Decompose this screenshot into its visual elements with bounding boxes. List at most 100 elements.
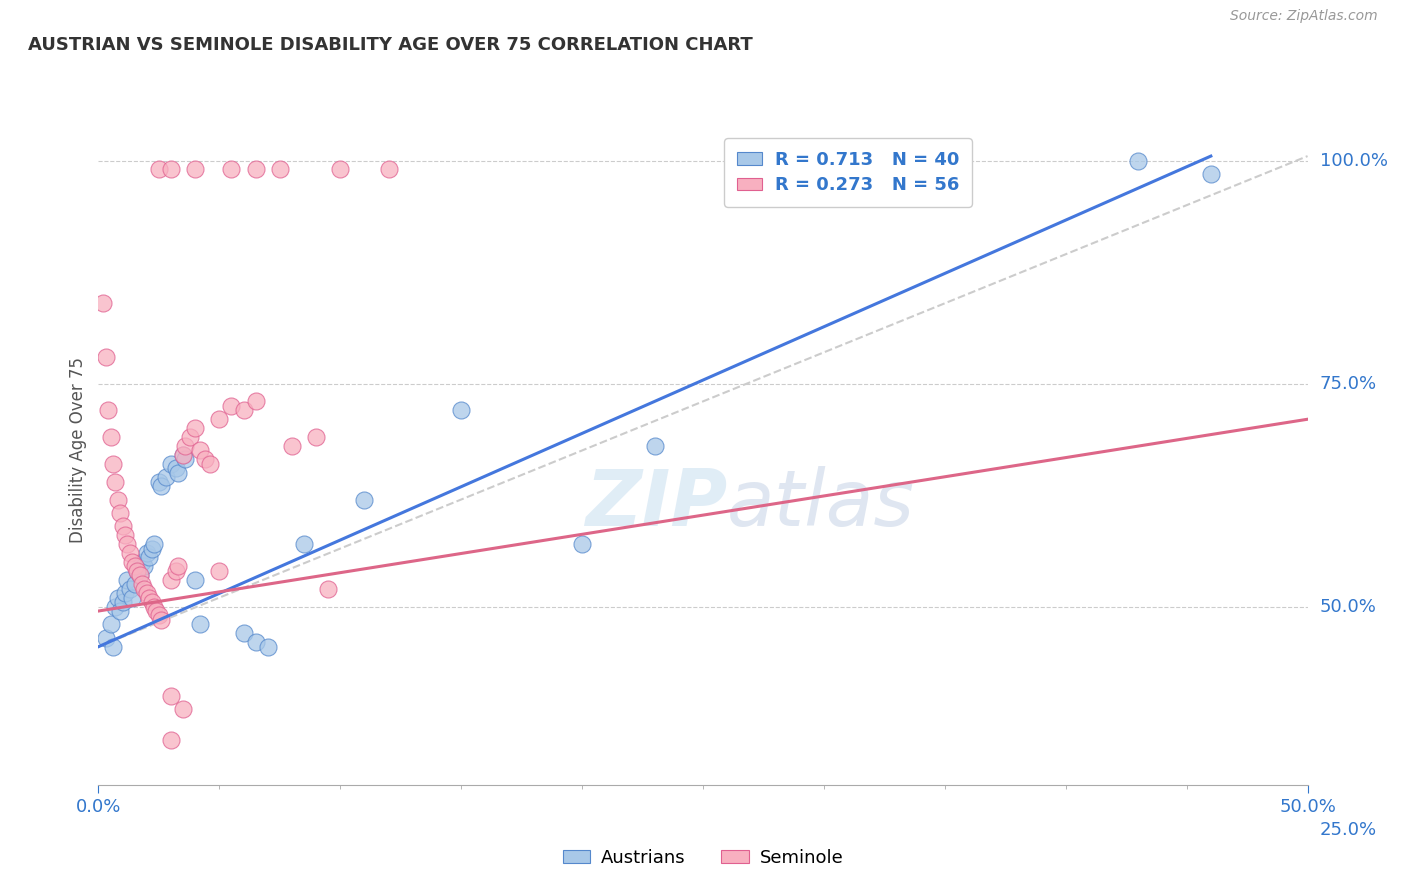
Legend: R = 0.713   N = 40, R = 0.273   N = 56: R = 0.713 N = 40, R = 0.273 N = 56 [724, 138, 972, 207]
Point [131, 555, 153, 569]
Point [281, 439, 304, 453]
Point [134, 582, 156, 596]
Point [100, 430, 122, 444]
Point [160, 689, 183, 703]
Text: AUSTRIAN VS SEMINOLE DISABILITY AGE OVER 75 CORRELATION CHART: AUSTRIAN VS SEMINOLE DISABILITY AGE OVER… [28, 36, 752, 54]
Text: Source: ZipAtlas.com: Source: ZipAtlas.com [1230, 9, 1378, 23]
Point [232, 626, 254, 640]
Text: 75.0%: 75.0% [1320, 375, 1376, 392]
Point [117, 573, 139, 587]
Point [160, 733, 183, 747]
Point [188, 443, 211, 458]
Point [135, 586, 157, 600]
Point [104, 599, 127, 614]
Point [184, 573, 207, 587]
Point [100, 617, 122, 632]
Point [165, 564, 187, 578]
Point [305, 430, 328, 444]
Point [135, 546, 157, 560]
Point [127, 564, 149, 578]
Text: 50.0%: 50.0% [1320, 598, 1376, 615]
Point [150, 613, 173, 627]
Point [143, 599, 166, 614]
Point [111, 595, 134, 609]
Text: 100.0%: 100.0% [1320, 152, 1388, 169]
Point [107, 591, 129, 605]
Text: 25.0%: 25.0% [1320, 821, 1376, 838]
Text: atlas: atlas [727, 466, 915, 542]
Point [124, 577, 146, 591]
Point [127, 564, 149, 578]
Point [160, 162, 183, 177]
Point [188, 617, 211, 632]
Point [198, 457, 221, 471]
Point [292, 537, 315, 551]
Point [245, 635, 267, 649]
Point [172, 448, 194, 462]
Point [108, 506, 131, 520]
Point [172, 448, 194, 462]
Point [148, 162, 170, 177]
Point [124, 559, 146, 574]
Point [148, 608, 170, 623]
Point [150, 479, 173, 493]
Point [571, 537, 593, 551]
Point [245, 394, 267, 409]
Point [111, 519, 134, 533]
Point [141, 541, 163, 556]
Point [644, 439, 666, 453]
Point [91, 296, 114, 310]
Point [179, 430, 201, 444]
Point [208, 412, 231, 426]
Point [104, 475, 127, 489]
Point [155, 470, 177, 484]
Point [148, 876, 170, 890]
Point [121, 591, 143, 605]
Point [138, 550, 160, 565]
Point [194, 452, 217, 467]
Point [1199, 167, 1222, 181]
Point [118, 546, 141, 560]
Point [167, 559, 190, 574]
Point [145, 604, 167, 618]
Y-axis label: Disability Age Over 75: Disability Age Over 75 [69, 358, 87, 543]
Point [1128, 153, 1150, 168]
Point [208, 564, 231, 578]
Point [141, 595, 163, 609]
Point [172, 702, 194, 716]
Point [232, 403, 254, 417]
Point [256, 640, 278, 654]
Point [94, 631, 117, 645]
Point [377, 162, 399, 177]
Point [121, 555, 143, 569]
Point [101, 640, 124, 654]
Point [245, 162, 267, 177]
Point [184, 162, 207, 177]
Point [450, 403, 472, 417]
Point [131, 577, 153, 591]
Point [114, 586, 136, 600]
Point [329, 162, 352, 177]
Point [118, 582, 141, 596]
Point [184, 421, 207, 435]
Point [138, 591, 160, 605]
Point [128, 568, 150, 582]
Point [174, 439, 197, 453]
Point [101, 457, 124, 471]
Point [107, 492, 129, 507]
Point [160, 573, 183, 587]
Point [128, 568, 150, 582]
Point [97, 403, 120, 417]
Text: ZIP: ZIP [585, 466, 727, 542]
Point [114, 528, 136, 542]
Legend: Austrians, Seminole: Austrians, Seminole [555, 842, 851, 874]
Point [316, 582, 339, 596]
Point [165, 461, 187, 475]
Point [174, 452, 197, 467]
Point [148, 475, 170, 489]
Point [221, 162, 243, 177]
Point [94, 350, 117, 364]
Point [134, 559, 156, 574]
Point [221, 399, 243, 413]
Point [108, 604, 131, 618]
